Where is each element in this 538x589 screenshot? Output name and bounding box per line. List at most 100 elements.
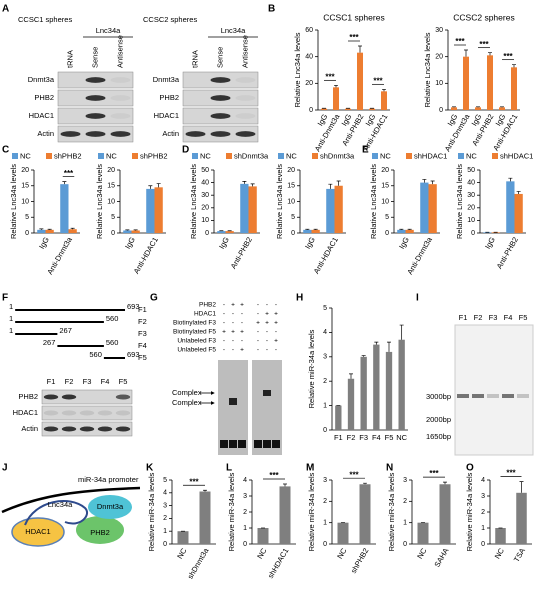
lane-label: Sense	[90, 47, 99, 68]
lane-label: F1	[47, 377, 56, 386]
free-probe	[272, 440, 280, 448]
bar	[398, 339, 405, 430]
chart-title: CCSC1 spheres	[323, 12, 384, 22]
band	[79, 410, 95, 416]
legend-label: NC	[466, 151, 477, 160]
y-tick-label: 0	[439, 107, 443, 114]
y-tick-label: 1	[403, 520, 407, 527]
lane-label: Antisense	[240, 35, 249, 68]
significance-label: ***	[349, 33, 359, 42]
band	[85, 77, 106, 83]
error-bar	[512, 64, 516, 68]
legend-label: NC	[380, 151, 391, 160]
blot-group: Lnc34a	[221, 26, 246, 35]
y-tick-label: 0	[471, 230, 475, 237]
row-label: Dnmt3a	[153, 75, 180, 84]
y-axis-label: Relative Lnc34a levels	[423, 32, 432, 107]
emsa-sign: -	[241, 320, 243, 327]
y-tick-label: 0	[205, 230, 209, 237]
fragment-start: 1	[9, 326, 13, 335]
bar	[359, 484, 371, 544]
gel-lane: F1	[459, 313, 468, 322]
band	[210, 131, 231, 137]
bar	[417, 522, 429, 544]
band	[85, 131, 106, 137]
free-probe	[220, 440, 228, 448]
fragment-end: 560	[106, 314, 119, 323]
legend-label: shPHB2	[140, 151, 168, 160]
emsa-sign: -	[241, 338, 243, 345]
band	[110, 95, 131, 101]
emsa-sign: +	[240, 347, 244, 354]
y-tick-label: 30	[201, 192, 209, 199]
error-bar	[70, 227, 75, 230]
bar	[217, 231, 226, 233]
panel-label: G	[150, 293, 158, 304]
x-tick-label: Anti-PHB2	[495, 235, 520, 270]
x-tick-label: NC	[335, 546, 349, 560]
error-bar	[476, 106, 480, 108]
emsa-sign: +	[265, 311, 269, 318]
y-tick-label: 5	[163, 477, 167, 484]
fragment-end: 267	[59, 326, 72, 335]
bar	[333, 87, 339, 110]
complex-label: Complex	[172, 398, 202, 407]
error-bar	[443, 481, 447, 485]
error-bar	[363, 482, 367, 485]
x-tick-label: NC	[255, 546, 269, 560]
y-tick-label: 0	[385, 230, 389, 237]
emsa-sign: +	[265, 320, 269, 327]
panel-label: D	[182, 145, 189, 156]
band	[185, 131, 206, 137]
band	[210, 95, 231, 101]
bar	[514, 193, 523, 233]
band	[43, 394, 59, 400]
gel-i	[454, 324, 534, 456]
panel-label: J	[2, 463, 8, 474]
band	[60, 131, 81, 137]
gel-marker: 2000bp	[426, 415, 451, 424]
lane-label: Sense	[215, 47, 224, 68]
complex-band	[229, 398, 237, 405]
x-tick-label: IgG	[37, 235, 51, 250]
error-bar	[62, 181, 67, 185]
y-tick-label: 1	[481, 525, 485, 532]
x-tick-label: IgG	[303, 235, 317, 250]
error-bar	[349, 373, 353, 379]
emsa-sign: +	[274, 320, 278, 327]
bar	[146, 188, 155, 233]
x-tick-label: TSA	[512, 546, 527, 563]
free-probe	[254, 440, 262, 448]
y-tick-label: 10	[435, 80, 443, 87]
emsa-row-label: Biotinylated F3	[173, 320, 216, 327]
y-axis-label: Relative Lnc34a levels	[95, 164, 104, 239]
band	[43, 426, 59, 432]
emsa-sign: -	[232, 338, 234, 345]
bar	[321, 108, 327, 110]
y-tick-label: 1	[243, 525, 247, 532]
y-tick-label: 10	[201, 217, 209, 224]
promoter-label: miR-34a promoter	[78, 475, 139, 484]
significance-label: ***	[455, 37, 465, 46]
y-tick-label: 0	[323, 427, 327, 434]
y-tick-label: 20	[287, 167, 295, 174]
y-tick-label: 20	[435, 54, 443, 61]
gel-marker: 3000bp	[426, 392, 451, 401]
band	[235, 131, 256, 137]
legend-label: NC	[200, 151, 211, 160]
bar	[397, 229, 406, 233]
fragment-name: F1	[138, 305, 147, 314]
significance-label: ***	[506, 469, 516, 478]
gel-band	[502, 394, 514, 398]
legend-label: shHDAC1	[500, 151, 533, 160]
y-axis-label: Relative Lnc34a levels	[189, 164, 198, 239]
band	[210, 113, 231, 119]
row-label: Actin	[37, 129, 54, 138]
y-tick-label: 30	[467, 192, 475, 199]
bar	[357, 52, 363, 110]
bar	[487, 55, 493, 110]
error-bar	[422, 179, 427, 183]
emsa-sign: +	[274, 311, 278, 318]
significance-label: ***	[479, 40, 489, 49]
fragment-start: 560	[89, 350, 102, 359]
